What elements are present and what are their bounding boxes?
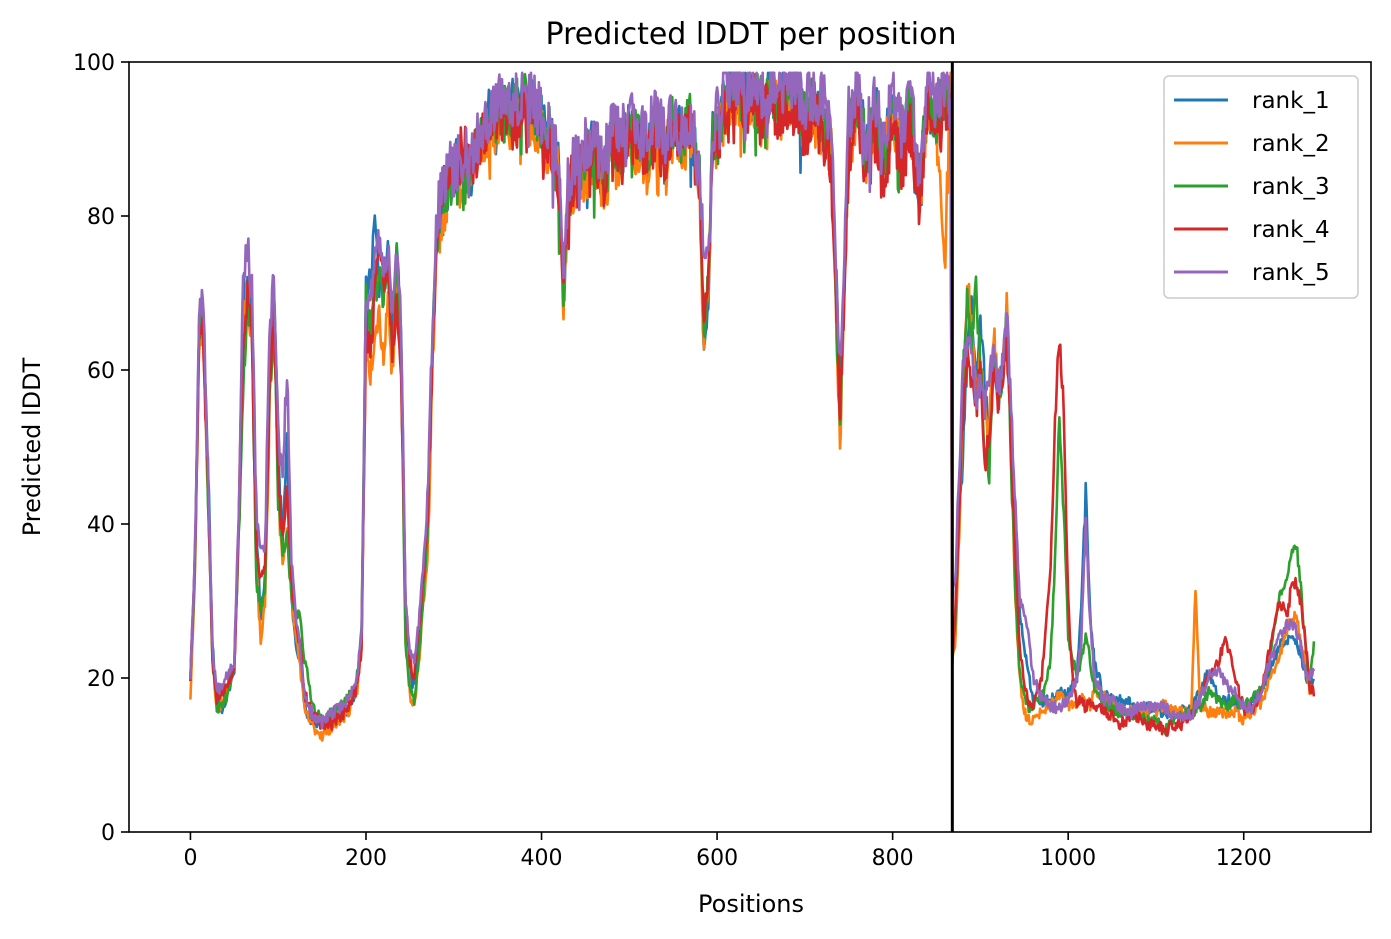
legend-label-rank_1: rank_1 xyxy=(1252,88,1330,114)
legend: rank_1 rank_2 rank_3 rank_4 rank_5 xyxy=(1163,75,1359,299)
legend-label-rank_3: rank_3 xyxy=(1252,174,1330,200)
x-tick-label: 800 xyxy=(872,846,914,871)
x-axis-label: Positions xyxy=(698,890,804,918)
x-tick-label: 0 xyxy=(183,846,197,871)
x-tick-label: 600 xyxy=(696,846,738,871)
legend-box xyxy=(1163,75,1359,299)
y-tick-label: 0 xyxy=(101,821,115,846)
legend-label-rank_2: rank_2 xyxy=(1252,131,1330,157)
x-tick-label: 1000 xyxy=(1040,846,1096,871)
series-line-rank_5 xyxy=(189,71,1316,730)
x-tick-label: 1200 xyxy=(1216,846,1272,871)
y-axis-label: Predicted lDDT xyxy=(18,357,46,536)
x-tick-label: 200 xyxy=(345,846,387,871)
legend-label-rank_5: rank_5 xyxy=(1252,260,1330,286)
y-tick-label: 20 xyxy=(87,667,115,692)
y-tick-label: 40 xyxy=(87,513,115,538)
chart-title: Predicted lDDT per position xyxy=(546,17,957,52)
legend-items: rank_1 rank_2 rank_3 rank_4 rank_5 xyxy=(1174,88,1330,286)
x-axis-ticks: 0 200 400 600 800 1000 1200 xyxy=(183,832,1272,871)
plot-frame xyxy=(128,61,1372,833)
series-lines xyxy=(189,71,1316,742)
y-tick-label: 60 xyxy=(87,359,115,384)
y-tick-label: 100 xyxy=(73,51,115,76)
y-axis-ticks: 0 20 40 60 80 100 xyxy=(73,51,129,846)
legend-label-rank_4: rank_4 xyxy=(1252,217,1330,243)
y-tick-label: 80 xyxy=(87,205,115,230)
x-tick-label: 400 xyxy=(521,846,563,871)
